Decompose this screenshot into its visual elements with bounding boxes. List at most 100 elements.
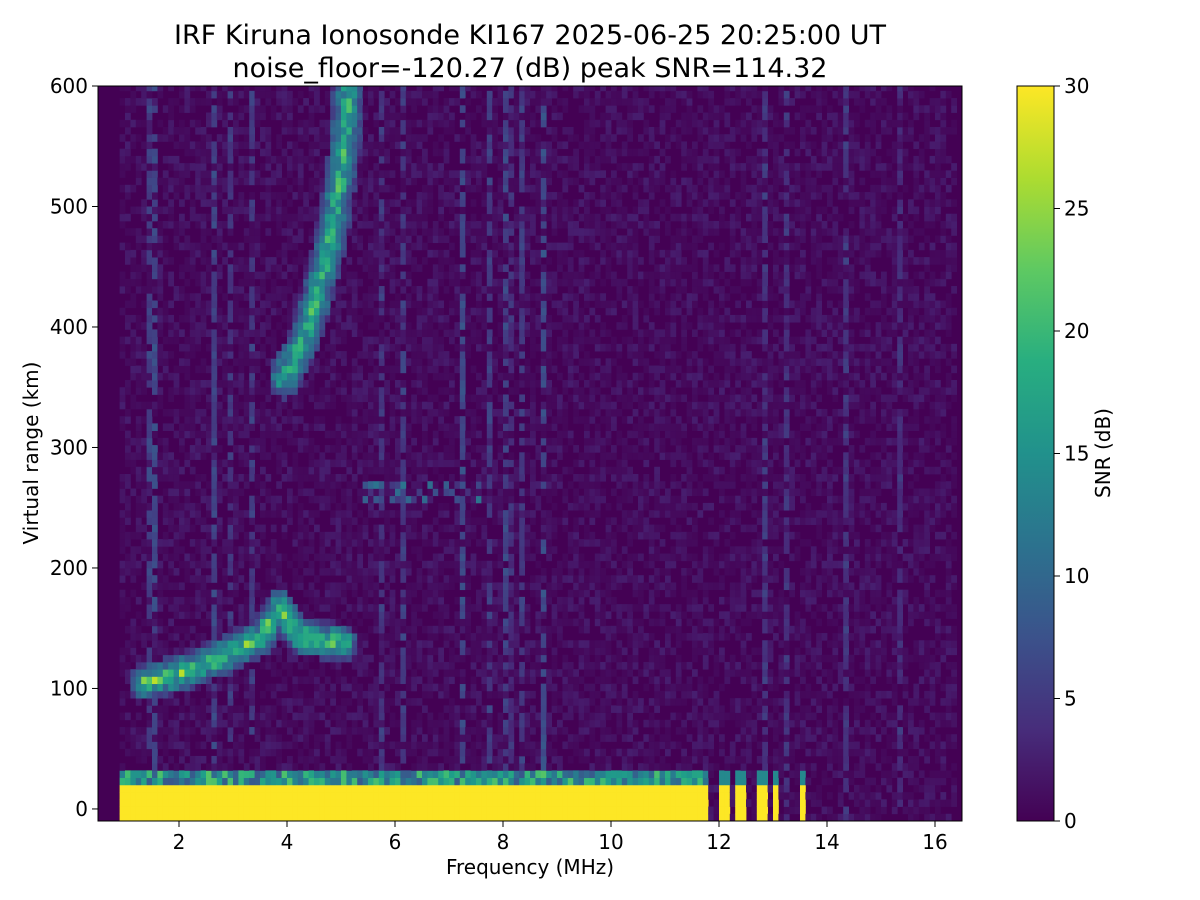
heatmap-cell: [119, 654, 126, 663]
heatmap-cell: [200, 126, 207, 135]
heatmap-cell: [465, 539, 471, 547]
heatmap-cell: [459, 293, 466, 301]
heatmap-cell: [362, 770, 369, 779]
heatmap-cell: [411, 90, 417, 99]
heatmap-cell: [125, 481, 131, 489]
heatmap-cell: [432, 777, 439, 786]
heatmap-cell: [206, 213, 212, 222]
heatmap-cell: [400, 488, 407, 497]
heatmap-cell: [389, 466, 396, 475]
heatmap-cell: [395, 495, 401, 504]
heatmap-cell: [130, 228, 137, 236]
heatmap-cell: [373, 235, 380, 244]
heatmap-cell: [152, 799, 158, 807]
heatmap-cell: [125, 604, 131, 612]
heatmap-cell: [152, 676, 158, 685]
heatmap-cell: [189, 481, 196, 489]
heatmap-cell: [292, 466, 299, 475]
heatmap-cell: [384, 86, 390, 92]
heatmap-cell: [454, 546, 461, 554]
heatmap-cell: [486, 437, 493, 446]
heatmap-cell: [233, 792, 239, 800]
heatmap-cell: [195, 582, 201, 591]
heatmap-cell: [119, 220, 126, 229]
heatmap-cell: [297, 502, 304, 511]
heatmap-cell: [335, 596, 342, 605]
heatmap-cell: [481, 235, 488, 244]
heatmap-cell: [152, 365, 158, 374]
heatmap-cell: [492, 495, 498, 504]
heatmap-cell: [211, 184, 218, 193]
heatmap-cell: [168, 459, 174, 468]
heatmap-cell: [152, 661, 158, 670]
heatmap-cell: [314, 249, 320, 258]
heatmap-cell: [195, 676, 201, 685]
heatmap-cell: [216, 596, 223, 605]
heatmap-cell: [314, 401, 320, 410]
heatmap-cell: [492, 466, 498, 475]
heatmap-cell: [297, 184, 304, 193]
heatmap-cell: [357, 437, 363, 446]
heatmap-cell: [297, 177, 304, 186]
heatmap-cell: [119, 712, 126, 721]
heatmap-cell: [378, 228, 385, 236]
heatmap-cell: [287, 372, 293, 381]
heatmap-cell: [438, 792, 444, 800]
heatmap-cell: [152, 380, 158, 388]
heatmap-cell: [146, 177, 153, 186]
heatmap-cell: [227, 134, 234, 142]
heatmap-cell: [395, 777, 401, 786]
heatmap-cell: [373, 813, 380, 821]
heatmap-cell: [341, 719, 347, 728]
heatmap-cell: [135, 98, 142, 106]
heatmap-cell: [189, 647, 196, 656]
heatmap-cell: [200, 416, 207, 424]
heatmap-cell: [346, 177, 353, 186]
heatmap-cell: [184, 676, 191, 685]
heatmap-cell: [281, 524, 288, 533]
heatmap-cell: [152, 517, 158, 525]
heatmap-cell: [308, 380, 315, 388]
heatmap-cell: [492, 387, 498, 395]
heatmap-cell: [378, 813, 385, 821]
heatmap-cell: [276, 633, 282, 641]
heatmap-cell: [238, 770, 245, 779]
heatmap-cell: [249, 654, 255, 663]
heatmap-cell: [432, 177, 439, 186]
heatmap-cell: [324, 539, 331, 547]
heatmap-cell: [454, 755, 461, 764]
heatmap-cell: [211, 86, 218, 92]
heatmap-cell: [184, 264, 191, 272]
heatmap-cell: [227, 141, 234, 150]
heatmap-cell: [384, 633, 390, 641]
heatmap-cell: [395, 358, 401, 366]
heatmap-cell: [384, 235, 390, 244]
heatmap-cell: [216, 813, 223, 821]
heatmap-cell: [195, 192, 201, 200]
heatmap-cell: [427, 539, 434, 547]
heatmap-cell: [119, 184, 126, 193]
heatmap-cell: [135, 770, 142, 779]
heatmap-cell: [389, 314, 396, 323]
heatmap-cell: [297, 437, 304, 446]
heatmap-cell: [314, 98, 320, 106]
heatmap-cell: [362, 755, 369, 764]
heatmap-cell: [351, 278, 358, 287]
heatmap-cell: [465, 184, 471, 193]
heatmap-cell: [249, 155, 255, 164]
heatmap-cell: [341, 300, 347, 309]
heatmap-cell: [341, 633, 347, 641]
heatmap-cell: [314, 307, 320, 316]
heatmap-cell: [287, 358, 293, 366]
heatmap-cell: [265, 567, 272, 576]
heatmap-cell: [238, 719, 245, 728]
heatmap-cell: [119, 806, 126, 815]
heatmap-cell: [211, 763, 218, 771]
heatmap-cell: [281, 293, 288, 301]
heatmap-cell: [373, 177, 380, 186]
heatmap-cell: [287, 488, 293, 497]
heatmap-cell: [443, 705, 450, 713]
heatmap-cell: [146, 271, 153, 280]
heatmap-cell: [162, 741, 169, 750]
heatmap-cell: [265, 806, 272, 815]
